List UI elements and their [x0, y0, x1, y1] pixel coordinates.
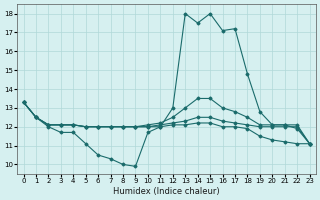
X-axis label: Humidex (Indice chaleur): Humidex (Indice chaleur)	[113, 187, 220, 196]
